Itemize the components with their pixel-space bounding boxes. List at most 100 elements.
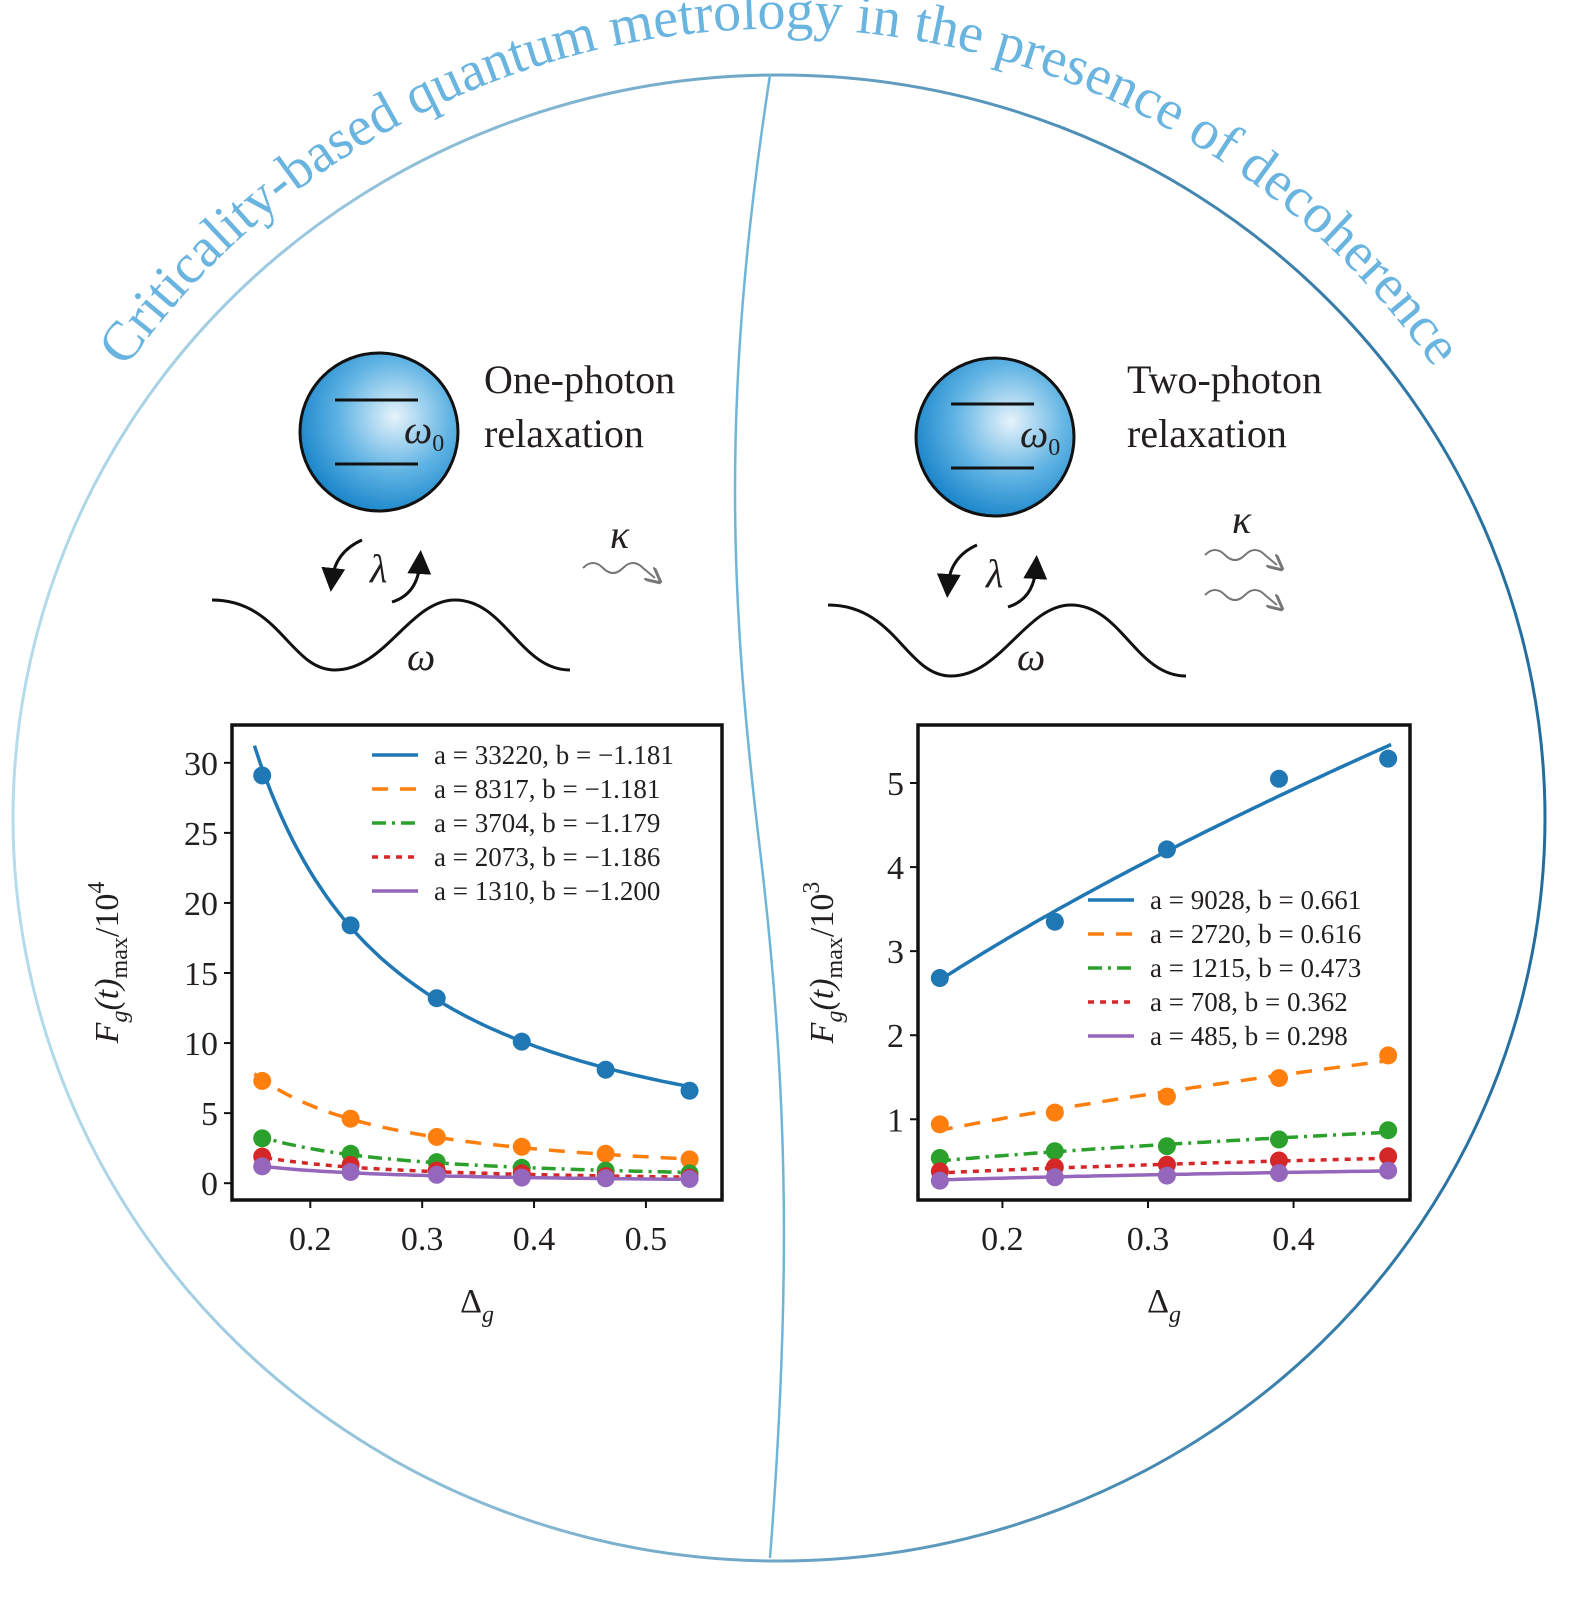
y-tick-label: 25	[184, 816, 218, 853]
data-point	[1045, 1103, 1064, 1122]
x-axis-label: Δg	[1147, 1283, 1181, 1328]
data-point	[1269, 769, 1288, 788]
x-tick-label: 0.3	[1127, 1221, 1170, 1258]
fit-line	[253, 1132, 697, 1175]
heading-line1: One-photon	[484, 357, 675, 402]
y-tick-label: 0	[201, 1166, 218, 1203]
outer-ring	[11, 73, 1547, 1563]
cavity-wave	[827, 603, 1187, 678]
coupling-arrow-up-icon	[1007, 555, 1048, 609]
data-point	[427, 1165, 446, 1184]
data-point	[1157, 1166, 1176, 1185]
legend-label: a = 33220, b = −1.181	[434, 740, 674, 770]
legend-label: a = 1310, b = −1.200	[434, 876, 660, 906]
schematic-two-photon: ω0 Two-photon relaxation λ ω κ	[827, 356, 1322, 679]
y-tick-label: 20	[184, 886, 218, 923]
fit-line	[936, 1130, 1392, 1163]
data-point	[253, 766, 272, 785]
decay-wave-icon	[1204, 589, 1277, 605]
y-tick-label: 10	[184, 1026, 218, 1063]
data-point	[1157, 1137, 1176, 1156]
data-point	[1379, 749, 1398, 768]
legend-label: a = 8317, b = −1.181	[434, 774, 660, 804]
omega-label: ω	[1017, 634, 1045, 679]
data-point	[930, 1115, 949, 1134]
legend-label: a = 485, b = 0.298	[1150, 1021, 1348, 1051]
decay-wave-icon	[582, 562, 655, 578]
data-point	[930, 969, 949, 988]
plot-frame	[916, 723, 1412, 1202]
data-point	[1269, 1164, 1288, 1183]
data-point	[253, 1129, 272, 1148]
data-point	[341, 1109, 360, 1128]
atom-icon	[914, 356, 1076, 518]
y-tick-label: 4	[887, 850, 904, 887]
heading-line1: Two-photon	[1127, 357, 1322, 402]
decay-wave-icon	[1204, 549, 1277, 565]
omega-label: ω	[407, 634, 435, 679]
data-point	[341, 916, 360, 935]
coupling-arrow-up-icon	[391, 550, 432, 604]
legend-label: a = 1215, b = 0.473	[1150, 953, 1361, 983]
legend-label: a = 9028, b = 0.661	[1150, 885, 1361, 915]
x-tick-label: 0.2	[289, 1221, 332, 1258]
coupling-arrow-down-icon	[936, 543, 978, 598]
y-tick-label: 2	[887, 1018, 904, 1055]
chart-two-photon: 0.2 0.3 0.4 1 2 3 4 5 Δg Fg(t)max/103 a = 9028, b …	[799, 723, 1412, 1328]
fit-line	[254, 1153, 697, 1179]
x-tick-label: 0.2	[981, 1221, 1024, 1258]
data-point	[1157, 840, 1176, 859]
x-tick-label: 0.5	[625, 1221, 668, 1258]
data-point	[680, 1081, 699, 1100]
y-tick-label: 5	[887, 766, 904, 803]
data-point	[1269, 1069, 1288, 1088]
data-point	[930, 1171, 949, 1190]
data-point	[1379, 1147, 1398, 1166]
coupling-arrow-down-icon	[321, 538, 363, 592]
data-point	[512, 1137, 531, 1156]
data-point	[512, 1032, 531, 1051]
data-point	[1045, 1168, 1064, 1187]
data-point	[1379, 1161, 1398, 1180]
data-point	[341, 1162, 360, 1181]
data-point	[1379, 1046, 1398, 1065]
data-point	[930, 1148, 949, 1167]
y-tick-label: 1	[887, 1102, 904, 1139]
data-point	[1045, 1142, 1064, 1161]
y-axis-label: Fg(t)max/103	[799, 882, 848, 1045]
x-axis-label: Δg	[460, 1283, 494, 1328]
y-axis-label: Fg(t)max/104	[84, 882, 133, 1045]
legend-label: a = 3704, b = −1.179	[434, 808, 660, 838]
fit-line	[936, 1156, 1392, 1175]
omega0-label: ω0	[404, 407, 444, 457]
data-point	[596, 1144, 615, 1163]
y-tick-label: 15	[184, 956, 218, 993]
atom-icon	[298, 351, 460, 513]
data-point	[253, 1157, 272, 1176]
data-point	[1269, 1151, 1288, 1170]
data-point	[1269, 1130, 1288, 1149]
data-point	[596, 1060, 615, 1079]
figure-title: Criticality-based quantum metrology in t…	[86, 0, 1474, 376]
x-tick-label: 0.4	[1272, 1221, 1315, 1258]
divider-curve	[733, 74, 786, 1559]
cavity-wave	[211, 598, 571, 672]
plot-frame	[230, 723, 724, 1202]
fit-line	[253, 1072, 697, 1162]
legend-label: a = 708, b = 0.362	[1150, 987, 1348, 1017]
kappa-label: κ	[1232, 497, 1252, 542]
fit-line	[254, 1163, 697, 1182]
legend-label: a = 2073, b = −1.186	[434, 842, 660, 872]
x-tick-label: 0.4	[513, 1221, 556, 1258]
data-point	[253, 1071, 272, 1090]
data-point	[1379, 1121, 1398, 1140]
x-tick-label: 0.3	[401, 1221, 444, 1258]
data-point	[1045, 912, 1064, 931]
kappa-label: κ	[610, 512, 630, 557]
lambda-label: λ	[985, 551, 1003, 596]
data-point	[680, 1150, 699, 1169]
fit-line	[252, 745, 697, 1090]
schematic-one-photon: ω0 One-photon relaxation λ ω κ	[211, 351, 675, 679]
lambda-label: λ	[369, 546, 387, 591]
